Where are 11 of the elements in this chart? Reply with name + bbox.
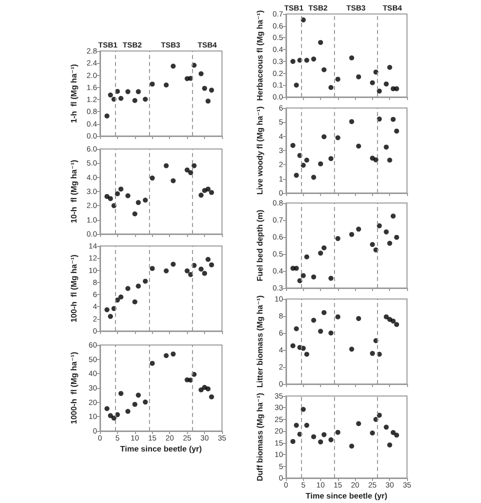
y-axis-title: Fuel bed depth (m) (256, 209, 264, 282)
y-axis-title: Litter biomass (Mg ha⁻¹) (256, 295, 264, 388)
y-axis-title: 1-h fl (Mg ha⁻¹) (70, 64, 78, 123)
x-axis-title: Time since beetle (yr) (306, 492, 388, 500)
y-axis-title: 100-h fl (Mg ha⁻¹) (70, 254, 78, 322)
y-axis-title: 10-h fl (Mg ha⁻¹) (70, 160, 78, 224)
x-axis-title: Time since beetle (yr) (120, 444, 202, 454)
y-axis-title: Duff biomass (Mg ha⁻¹) (256, 392, 264, 482)
y-axis-title: 1000-h fl (Mg ha⁻¹) (70, 352, 78, 424)
y-axis-title: Herbaceous fl (Mg ha⁻¹) (256, 10, 264, 101)
y-axis-title: Live woody fl (Mg ha⁻¹) (256, 106, 264, 195)
